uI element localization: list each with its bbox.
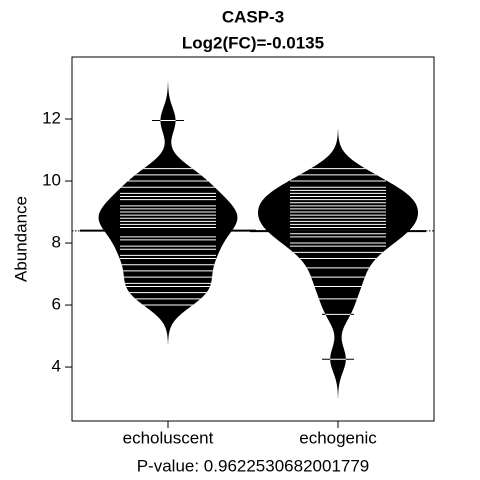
y-tick-label: 10 [42, 171, 61, 190]
x-tick-label: echogenic [299, 428, 377, 447]
chart-title: CASP-3 [222, 7, 284, 26]
bean [98, 81, 238, 345]
y-tick-label: 4 [52, 357, 61, 376]
y-tick-label: 8 [52, 233, 61, 252]
chart-subtitle: Log2(FC)=-0.0135 [182, 33, 324, 52]
bean [258, 129, 418, 399]
x-tick-label: echoluscent [123, 428, 214, 447]
y-axis-label: Abundance [11, 196, 30, 282]
x-axis-label: P-value: 0.9622530682001779 [137, 456, 370, 475]
y-tick-label: 12 [42, 108, 61, 127]
plot-frame [71, 56, 435, 422]
y-tick-label: 6 [52, 295, 61, 314]
